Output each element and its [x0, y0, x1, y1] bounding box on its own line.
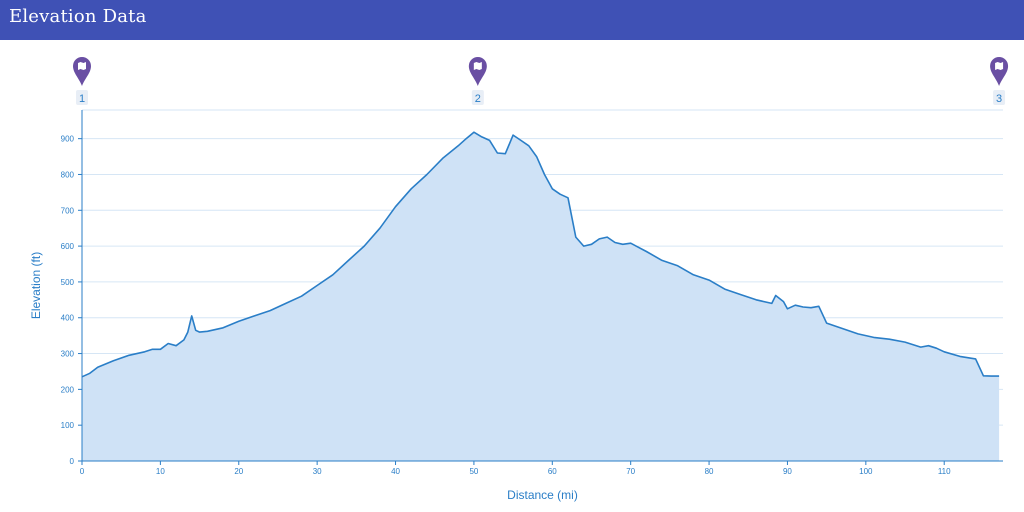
x-tick-label: 110 — [938, 467, 951, 476]
page-title: Elevation Data — [9, 6, 147, 27]
waypoint-label: 3 — [996, 93, 1002, 105]
x-tick-label: 60 — [548, 467, 557, 476]
y-tick-label: 100 — [61, 421, 75, 430]
waypoint-3[interactable]: 3 — [990, 57, 1009, 105]
y-tick-label: 700 — [61, 206, 75, 215]
waypoint-label-bg — [76, 90, 88, 105]
y-tick-label: 800 — [61, 170, 75, 179]
x-tick-label: 100 — [859, 467, 873, 476]
x-tick-label: 90 — [783, 467, 792, 476]
map-icon — [473, 62, 482, 70]
map-marker-icon — [990, 57, 1009, 86]
waypoint-label: 1 — [79, 93, 85, 105]
x-tick-label: 10 — [156, 467, 165, 476]
x-tick-label: 80 — [705, 467, 714, 476]
x-tick-label: 40 — [391, 467, 400, 476]
map-icon — [995, 62, 1004, 70]
axes: 0 100 200 300 400 500 600 700 800 900 0 10 20 30 40 50 6… — [61, 110, 1003, 476]
elevation-area — [82, 132, 1000, 461]
x-tick-label: 0 — [80, 467, 85, 476]
y-tick-label: 0 — [70, 457, 75, 466]
elevation-line — [81, 131, 1000, 378]
y-tick-label: 400 — [61, 314, 75, 323]
y-tick-label: 300 — [61, 350, 75, 359]
map-marker-icon — [73, 57, 91, 86]
y-tick-label: 900 — [61, 135, 75, 144]
x-tick-label: 20 — [234, 467, 243, 476]
x-axis-title: Distance (mi) — [507, 488, 578, 502]
waypoint-1[interactable]: 1 — [73, 57, 91, 105]
y-axis-title: Elevation (ft) — [29, 252, 43, 319]
app-header: Elevation Data — [0, 0, 1024, 40]
map-icon — [78, 62, 86, 70]
waypoint-markers: 1 2 3 — [73, 57, 1009, 105]
waypoint-2[interactable]: 2 — [468, 57, 487, 105]
x-tick-label: 70 — [626, 467, 635, 476]
waypoint-label-bg — [993, 90, 1006, 105]
y-tick-label: 600 — [61, 242, 75, 251]
waypoint-label: 2 — [475, 93, 481, 105]
x-tick-label: 50 — [469, 467, 478, 476]
map-marker-icon — [468, 57, 487, 86]
y-tick-label: 500 — [61, 278, 75, 287]
waypoint-label-bg — [471, 90, 484, 105]
elevation-chart: 0 100 200 300 400 500 600 700 800 900 0 10 20 30 40 50 6… — [29, 57, 1009, 502]
x-tick-label: 30 — [313, 467, 322, 476]
y-tick-label: 200 — [61, 385, 75, 394]
